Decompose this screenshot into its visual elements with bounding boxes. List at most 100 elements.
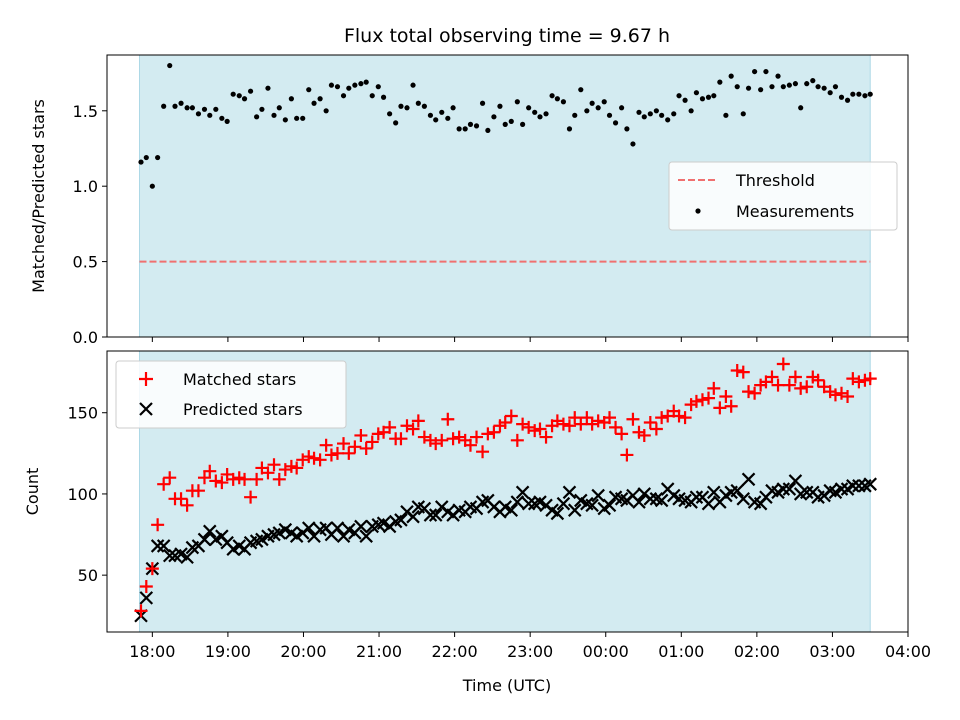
measurement-point [265, 85, 271, 91]
matched-star-point [782, 378, 796, 392]
predicted-star-point [510, 495, 525, 509]
predicted-star-point [852, 479, 866, 493]
measurement-point [560, 99, 567, 105]
matched-star-point [771, 378, 785, 392]
predicted-star-point [428, 508, 443, 522]
measurement-point [300, 115, 306, 121]
measurement-point [659, 112, 665, 118]
measurement-point [421, 103, 427, 109]
measurement-point [526, 105, 532, 111]
matched-star-point [406, 422, 420, 436]
y-tick-label: 1.5 [73, 102, 98, 121]
predicted-star-point [301, 521, 316, 535]
x-tick-label: 02:00 [734, 642, 780, 661]
measurement-point [467, 121, 474, 127]
measurement-point [502, 121, 508, 127]
measurement-point [311, 100, 317, 106]
measurements-points [138, 62, 873, 189]
measurement-point [340, 93, 347, 99]
matched-star-point [481, 427, 495, 441]
measurement-point [543, 111, 549, 117]
measurement-point [439, 109, 445, 115]
matched-star-point [215, 476, 229, 490]
measurement-point [827, 90, 833, 96]
matched-star-point [354, 428, 368, 442]
predicted-star-point [701, 496, 716, 511]
measurement-point [717, 79, 723, 85]
measurement-point [224, 118, 230, 124]
measurement-point [427, 112, 434, 118]
measurement-point [398, 103, 404, 109]
measurement-point [207, 112, 213, 118]
predicted-star-point [834, 482, 849, 496]
bottom-y-axis-label: Count [23, 468, 42, 516]
measurement-point [612, 120, 619, 126]
predicted-star-point [197, 532, 212, 547]
measurement-point [619, 105, 625, 111]
predicted-stars-points [134, 472, 877, 623]
measurement-point [867, 91, 873, 97]
matched-star-point [863, 372, 877, 386]
top-x-ticks [151, 337, 909, 342]
measurement-point [514, 99, 520, 105]
predicted-star-point [782, 482, 797, 496]
matched-star-point [307, 451, 321, 465]
predicted-star-point [521, 496, 536, 511]
measurement-point [688, 108, 694, 114]
matched-star-point [620, 448, 634, 462]
measurement-point [850, 91, 856, 97]
matched-star-point [365, 435, 379, 449]
measurement-point [641, 114, 647, 120]
measurement-point [832, 84, 839, 90]
matched-star-point [695, 393, 709, 407]
y-tick-label: 0.0 [73, 328, 98, 347]
measurement-point [624, 126, 630, 132]
matched-star-point [313, 453, 327, 467]
x-tick-label: 18:00 [129, 642, 175, 661]
predicted-star-point [150, 539, 165, 553]
matched-star-point [163, 471, 177, 485]
matched-star-point [272, 472, 286, 486]
measurement-point [549, 93, 555, 99]
measurement-point [810, 78, 816, 84]
measurement-point [247, 88, 254, 94]
matched-star-point [498, 415, 512, 429]
measurement-point [276, 105, 282, 111]
matched-star-point [383, 420, 397, 434]
predicted-star-point [736, 492, 751, 506]
predicted-star-point [139, 591, 154, 605]
predicted-star-point [180, 550, 194, 565]
measurement-point [786, 82, 792, 88]
predicted-star-point [585, 498, 599, 513]
predicted-star-point [591, 488, 605, 503]
matched-star-point [510, 433, 524, 447]
y-tick-label: 1.0 [73, 177, 98, 196]
measurement-point [804, 81, 810, 87]
matched-star-point [562, 419, 576, 433]
measurement-point [456, 126, 462, 132]
y-tick-label: 150 [67, 404, 98, 423]
matched-star-point [707, 381, 721, 395]
measurement-point [769, 84, 775, 90]
measurement-point [647, 111, 653, 117]
matched-star-point [603, 411, 617, 425]
measurement-point [195, 111, 202, 117]
measurement-point [161, 103, 167, 109]
measurement-point [653, 108, 659, 114]
matched-star-point [841, 389, 855, 403]
predicted-star-point [162, 548, 177, 563]
x-tick-label: 19:00 [205, 642, 251, 661]
measurement-point [410, 82, 416, 88]
matched-star-point [244, 490, 258, 504]
measurement-point [537, 114, 543, 120]
measurement-point [584, 108, 590, 114]
y-tick-label: 50 [78, 566, 98, 585]
matched-star-point [574, 417, 588, 431]
matched-star-point [568, 411, 582, 425]
measurement-point [601, 99, 607, 105]
matched-star-point [250, 472, 264, 486]
matched-star-point [643, 415, 657, 429]
predicted-star-point [741, 472, 756, 487]
predicted-star-point [515, 485, 530, 500]
